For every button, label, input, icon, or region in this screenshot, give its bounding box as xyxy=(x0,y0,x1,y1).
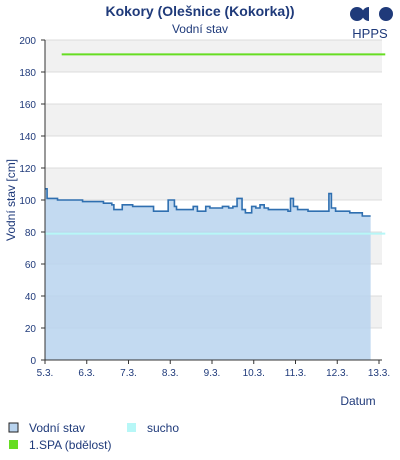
logo-circle-left xyxy=(350,7,364,21)
y-ticks: 0 20 40 60 80 100 120 140 160 180 200 xyxy=(19,36,45,367)
legend-label-vodni-stav: Vodní stav xyxy=(29,421,85,435)
x-tick-label: 9.3. xyxy=(204,368,221,379)
x-ticks: 5.3. 6.3. 7.3. 8.3. 9.3. 10.3. 11.3. 12.3. 13.3. xyxy=(37,360,390,379)
legend-label-spa: 1.SPA (bdělost) xyxy=(29,438,112,452)
plot-band xyxy=(45,72,382,104)
y-tick-label: 180 xyxy=(19,68,36,79)
y-tick-label: 120 xyxy=(19,164,36,175)
y-tick-label: 140 xyxy=(19,132,36,143)
y-tick-label: 60 xyxy=(25,260,37,271)
x-tick-label: 13.3. xyxy=(368,368,390,379)
legend-swatch-spa xyxy=(9,440,18,449)
x-axis-label: Datum xyxy=(340,394,375,408)
x-tick-label: 5.3. xyxy=(37,368,54,379)
legend-label-sucho: sucho xyxy=(147,421,179,435)
y-axis-label: Vodní stav [cm] xyxy=(4,159,18,241)
y-tick-label: 80 xyxy=(25,228,37,239)
logo-text: HPPS xyxy=(352,26,388,41)
hpps-logo: HPPS xyxy=(350,7,393,41)
x-tick-label: 12.3. xyxy=(326,368,348,379)
y-tick-label: 0 xyxy=(30,356,36,367)
y-tick-label: 40 xyxy=(25,292,37,303)
water-level-line xyxy=(45,188,371,217)
legend-swatch-vodni-stav xyxy=(8,422,19,433)
chart-subtitle: Vodní stav xyxy=(172,22,228,36)
x-tick-label: 7.3. xyxy=(120,368,137,379)
x-tick-label: 6.3. xyxy=(78,368,95,379)
y-tick-label: 20 xyxy=(25,324,37,335)
x-tick-label: 11.3. xyxy=(285,368,307,379)
x-tick-label: 8.3. xyxy=(162,368,179,379)
y-tick-label: 160 xyxy=(19,100,36,111)
chart-title: Kokory (Olešnice (Kokorka)) xyxy=(105,3,294,19)
logo-circle-right xyxy=(379,7,393,21)
legend: Vodní stav sucho 1.SPA (bdělost) xyxy=(8,421,179,452)
plot-band xyxy=(45,104,382,136)
plot-band xyxy=(45,168,382,200)
plot-band xyxy=(45,40,382,72)
logo-half-circle xyxy=(362,7,369,21)
legend-swatch-sucho xyxy=(127,423,136,432)
water-level-area xyxy=(45,188,371,360)
y-tick-label: 200 xyxy=(19,36,36,47)
x-tick-label: 10.3. xyxy=(243,368,265,379)
y-tick-label: 100 xyxy=(19,196,36,207)
plot-band xyxy=(45,136,382,168)
